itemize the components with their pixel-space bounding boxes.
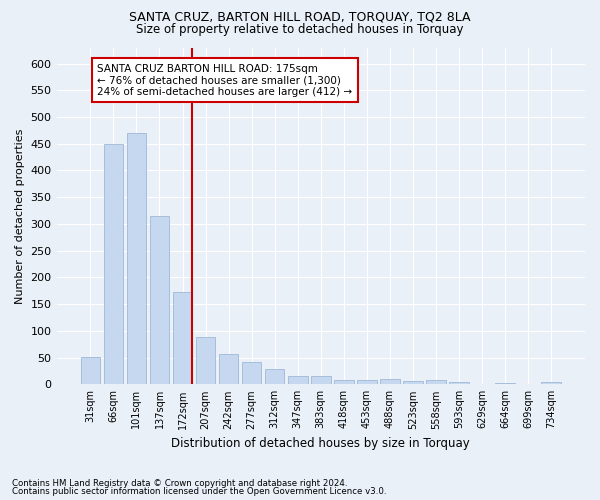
Bar xyxy=(149,216,169,384)
Bar xyxy=(334,380,353,384)
Bar xyxy=(311,376,331,384)
Y-axis label: Number of detached properties: Number of detached properties xyxy=(15,128,25,304)
Bar xyxy=(403,380,423,384)
Text: Size of property relative to detached houses in Torquay: Size of property relative to detached ho… xyxy=(136,22,464,36)
Bar xyxy=(265,369,284,384)
Bar xyxy=(541,382,561,384)
Text: SANTA CRUZ BARTON HILL ROAD: 175sqm
← 76% of detached houses are smaller (1,300): SANTA CRUZ BARTON HILL ROAD: 175sqm ← 76… xyxy=(97,64,352,96)
Text: Contains HM Land Registry data © Crown copyright and database right 2024.: Contains HM Land Registry data © Crown c… xyxy=(12,478,347,488)
Bar xyxy=(449,382,469,384)
Bar xyxy=(357,380,377,384)
Bar xyxy=(288,376,308,384)
Bar xyxy=(242,362,262,384)
Bar xyxy=(219,354,238,384)
Bar xyxy=(80,356,100,384)
Bar xyxy=(104,144,123,384)
Text: Contains public sector information licensed under the Open Government Licence v3: Contains public sector information licen… xyxy=(12,487,386,496)
Bar xyxy=(380,380,400,384)
Bar xyxy=(426,380,446,384)
Bar xyxy=(496,382,515,384)
X-axis label: Distribution of detached houses by size in Torquay: Distribution of detached houses by size … xyxy=(172,437,470,450)
Text: SANTA CRUZ, BARTON HILL ROAD, TORQUAY, TQ2 8LA: SANTA CRUZ, BARTON HILL ROAD, TORQUAY, T… xyxy=(129,10,471,23)
Bar xyxy=(196,338,215,384)
Bar xyxy=(173,292,193,384)
Bar xyxy=(127,133,146,384)
